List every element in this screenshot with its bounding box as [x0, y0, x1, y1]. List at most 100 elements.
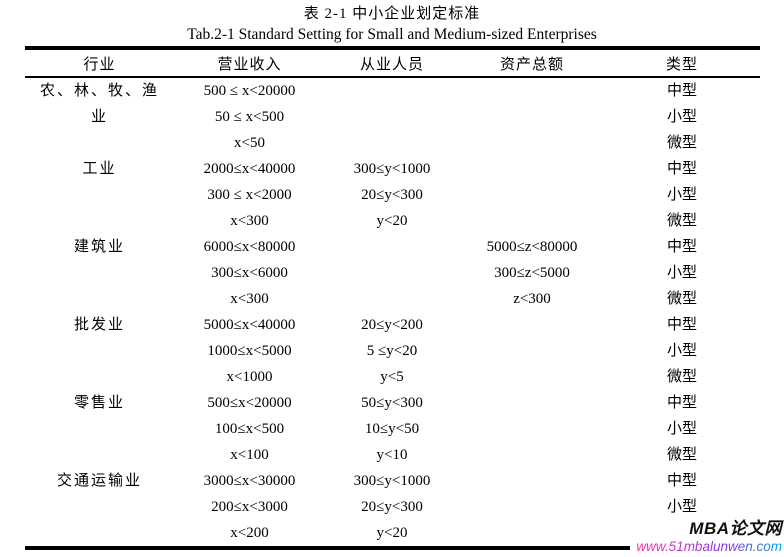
- revenue-cell: x<50: [234, 135, 265, 151]
- type-cell: 微型: [666, 213, 697, 229]
- assets-cell: [460, 494, 605, 520]
- type-cell: 小型: [666, 187, 697, 203]
- site-watermark: MBA论文网 www.51mbalunwen.com: [630, 520, 782, 555]
- sme-standards-table: 行业 营业收入 从业人员 资产总额 类型 农、林、牧、渔业 500 ≤ x<20…: [24, 46, 760, 550]
- col-header-assets: 资产总额: [459, 48, 605, 78]
- header-row: 行业 营业收入 从业人员 资产总额 类型: [24, 48, 760, 78]
- revenue-cell: x<100: [230, 447, 269, 463]
- type-cell: 微型: [666, 447, 697, 463]
- table-row: x<300 y<20 微型: [25, 208, 760, 234]
- assets-cell: 300≤z<5000: [494, 265, 570, 281]
- employees-cell: y<10: [376, 447, 408, 463]
- revenue-cell: 100≤x<500: [214, 421, 285, 437]
- industry-cell: 交通运输业: [56, 473, 142, 489]
- revenue-cell: 300 ≤ x<2000: [207, 187, 292, 203]
- industry-cell: 零售业: [73, 395, 125, 411]
- table-row: 100≤x<500 10≤y<50 小型: [25, 416, 760, 442]
- employees-cell: 20≤y<300: [361, 499, 423, 515]
- table-row: 农、林、牧、渔业 500 ≤ x<20000 中型: [25, 77, 760, 125]
- industry-cell: 批发业: [73, 317, 125, 333]
- table-row: 批发业 5000≤x<40000 20≤y<200 中型: [25, 312, 760, 338]
- type-cell: 小型: [666, 421, 697, 437]
- employees-cell: y<20: [376, 213, 408, 229]
- assets-cell: [460, 130, 605, 156]
- revenue-cell: 1000≤x<5000: [207, 343, 292, 359]
- type-cell: 中型: [666, 395, 697, 411]
- type-cell: 中型: [666, 473, 697, 489]
- revenue-cell: 6000≤x<80000: [203, 239, 296, 255]
- assets-cell: [460, 156, 605, 182]
- revenue-cell: 3000≤x<30000: [203, 473, 296, 489]
- table-caption-zh: 表 2-1 中小企业划定标准: [303, 6, 481, 22]
- type-cell: 微型: [666, 369, 697, 385]
- revenue-cell: x<1000: [226, 369, 273, 385]
- employees-cell: [325, 77, 460, 104]
- assets-cell: [460, 104, 605, 130]
- table-row: 零售业 500≤x<20000 50≤y<300 中型: [25, 390, 760, 416]
- employees-cell: [325, 286, 460, 312]
- col-header-revenue: 营业收入: [174, 48, 325, 78]
- type-cell: 中型: [666, 317, 697, 333]
- revenue-cell: 2000≤x<40000: [203, 161, 296, 177]
- assets-cell: [460, 468, 605, 494]
- industry-cell: 工业: [82, 161, 117, 177]
- type-cell: 中型: [666, 161, 697, 177]
- employees-cell: 20≤y<300: [361, 187, 423, 203]
- watermark-site-name: MBA论文网: [689, 519, 782, 539]
- table-row: 200≤x<3000 20≤y<300 小型: [25, 494, 760, 520]
- revenue-cell: 50 ≤ x<500: [214, 109, 285, 125]
- assets-cell: [460, 338, 605, 364]
- assets-cell: 5000≤z<80000: [486, 239, 578, 255]
- table-row: 300≤x<6000 300≤z<5000 小型: [25, 260, 760, 286]
- type-cell: 中型: [666, 83, 697, 99]
- type-cell: 小型: [666, 499, 697, 515]
- employees-cell: [325, 130, 460, 156]
- assets-cell: [460, 208, 605, 234]
- assets-cell: [460, 442, 605, 468]
- watermark-site-url: www.51mbalunwen.com: [636, 539, 782, 555]
- table-row: 工业 2000≤x<40000 300≤y<1000 中型: [25, 156, 760, 182]
- employees-cell: 300≤y<1000: [353, 473, 431, 489]
- employees-cell: 300≤y<1000: [353, 161, 431, 177]
- revenue-cell: x<200: [230, 525, 269, 541]
- revenue-cell: x<300: [230, 291, 269, 307]
- table-row: x<50 微型: [25, 130, 760, 156]
- revenue-cell: 500≤x<20000: [207, 395, 292, 411]
- assets-cell: [460, 520, 605, 548]
- table-row: 交通运输业 3000≤x<30000 300≤y<1000 中型: [25, 468, 760, 494]
- assets-cell: [460, 312, 605, 338]
- employees-cell: 50≤y<300: [361, 395, 423, 411]
- employees-cell: 20≤y<200: [361, 317, 423, 333]
- col-header-industry: 行业: [24, 48, 175, 78]
- assets-cell: [460, 364, 605, 390]
- type-cell: 小型: [666, 343, 697, 359]
- employees-cell: y<20: [376, 525, 408, 541]
- employees-cell: 10≤y<50: [364, 421, 420, 437]
- table-row: 1000≤x<5000 5 ≤y<20 小型: [25, 338, 760, 364]
- revenue-cell: 500 ≤ x<20000: [203, 83, 296, 99]
- table-caption-en: Tab.2-1 Standard Setting for Small and M…: [187, 26, 597, 43]
- col-header-employees: 从业人员: [324, 48, 460, 78]
- revenue-cell: 300≤x<6000: [211, 265, 288, 281]
- type-cell: 小型: [666, 265, 697, 281]
- revenue-cell: x<300: [230, 213, 269, 229]
- type-cell: 微型: [666, 135, 697, 151]
- type-cell: 小型: [666, 109, 697, 125]
- employees-cell: [325, 234, 460, 260]
- table-row: x<100 y<10 微型: [25, 442, 760, 468]
- employees-cell: y<5: [380, 369, 404, 385]
- employees-cell: [325, 260, 460, 286]
- employees-cell: [325, 104, 460, 130]
- assets-cell: [460, 416, 605, 442]
- industry-cell: 农、林、牧、渔业: [39, 83, 159, 125]
- col-header-type: 类型: [604, 48, 760, 78]
- table-row: 建筑业 6000≤x<80000 5000≤z<80000 中型: [25, 234, 760, 260]
- revenue-cell: 5000≤x<40000: [203, 317, 296, 333]
- type-cell: 中型: [666, 239, 697, 255]
- industry-cell: 建筑业: [73, 239, 125, 255]
- assets-cell: [460, 182, 605, 208]
- assets-cell: z<300: [513, 291, 551, 307]
- revenue-cell: 200≤x<3000: [211, 499, 288, 515]
- employees-cell: 5 ≤y<20: [366, 343, 418, 359]
